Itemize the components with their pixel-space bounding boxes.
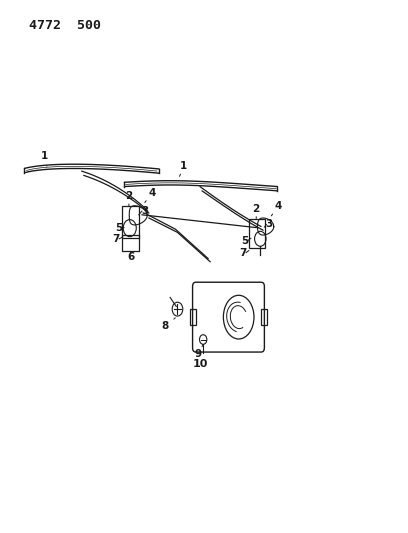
- Text: 9: 9: [195, 344, 203, 359]
- Text: 3: 3: [266, 219, 273, 229]
- Text: 1: 1: [40, 151, 48, 166]
- Text: 5: 5: [115, 223, 122, 233]
- Text: 4772  500: 4772 500: [29, 19, 100, 31]
- Text: 8: 8: [162, 318, 175, 331]
- Text: 2: 2: [125, 191, 133, 206]
- Text: 7: 7: [112, 234, 119, 244]
- Text: 7: 7: [239, 248, 246, 258]
- Text: 4: 4: [145, 188, 155, 203]
- Text: 10: 10: [192, 359, 208, 369]
- Text: 1: 1: [180, 161, 187, 176]
- Text: 4: 4: [271, 201, 282, 216]
- Text: 6: 6: [127, 252, 134, 262]
- Text: 5: 5: [241, 236, 248, 246]
- Text: 2: 2: [253, 204, 260, 219]
- Text: 3: 3: [141, 206, 149, 215]
